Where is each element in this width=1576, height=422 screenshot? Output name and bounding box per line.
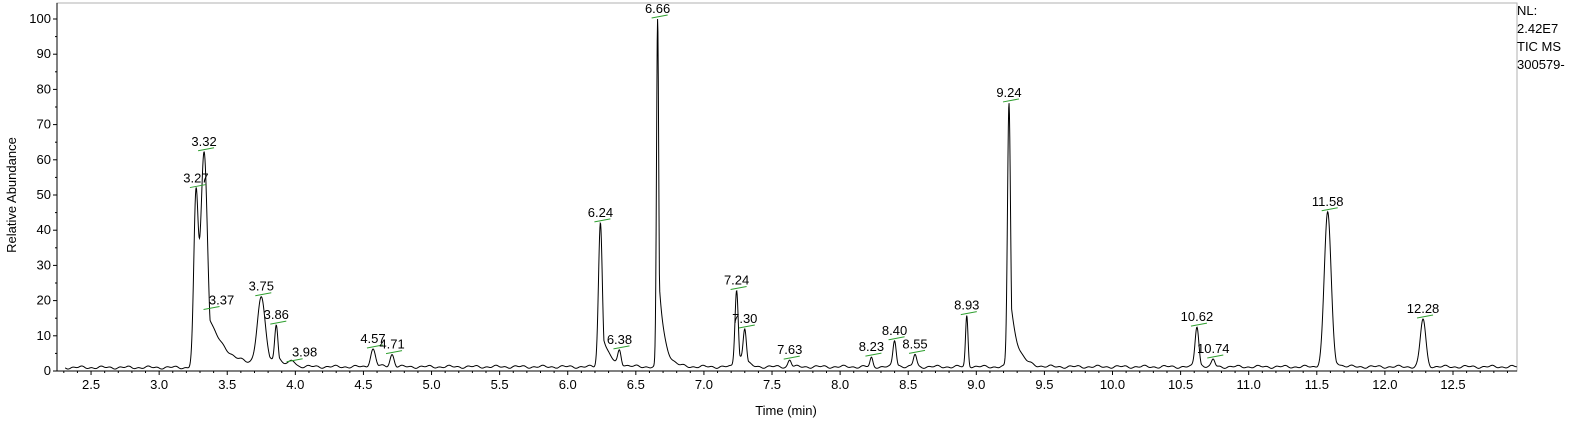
scan-filter: TIC MS [1517, 39, 1562, 54]
peak-label: 7.63 [777, 342, 802, 357]
peak-label: 4.71 [379, 337, 404, 352]
nl-value: 2.42E7 [1517, 21, 1559, 36]
integration-marker [865, 352, 882, 357]
x-axis-title: Time (min) [755, 403, 817, 418]
integration-marker [189, 184, 207, 189]
peak-label: 4.57 [360, 331, 385, 346]
x-tick-label: 12.5 [1440, 377, 1465, 392]
scan-info: NL: 2.42E7 TIC MS 300579- [1517, 2, 1565, 74]
x-tick-label: 5.0 [422, 377, 440, 392]
integration-marker [286, 358, 303, 363]
peak-label: 3.37 [209, 292, 234, 307]
integration-marker [783, 355, 800, 360]
peak-label: 9.24 [996, 85, 1021, 100]
integration-marker [1207, 354, 1224, 359]
x-tick-label: 7.0 [695, 377, 713, 392]
peak-label: 3.98 [292, 345, 317, 360]
peak-label: 3.75 [249, 279, 274, 294]
peak-label: 11.58 [1312, 194, 1344, 209]
integration-marker [1416, 314, 1434, 319]
y-tick-label: 70 [37, 117, 51, 132]
x-tick-label: 12.0 [1372, 377, 1397, 392]
integration-marker [738, 324, 755, 329]
integration-marker [270, 320, 287, 325]
peak-label: 7.30 [732, 311, 757, 326]
x-tick-label: 11.0 [1237, 377, 1261, 392]
nl-label: NL: [1517, 3, 1538, 18]
y-tick-label: 60 [37, 152, 51, 167]
y-tick-label: 100 [29, 11, 51, 26]
integration-marker [730, 286, 747, 291]
x-tick-label: 5.5 [491, 377, 509, 392]
integration-marker [888, 336, 905, 341]
integration-marker [255, 292, 272, 297]
peak-label: 3.32 [191, 134, 216, 149]
x-tick-label: 6.5 [627, 377, 645, 392]
y-tick-label: 0 [44, 363, 51, 378]
x-tick-label: 8.5 [899, 377, 917, 392]
y-tick-label: 90 [37, 46, 51, 61]
y-tick-label: 80 [37, 81, 51, 96]
peak-label: 10.74 [1197, 341, 1230, 356]
integration-marker [908, 349, 926, 354]
peak-label: 8.40 [882, 323, 907, 338]
integration-marker [197, 147, 215, 152]
x-tick-label: 9.5 [1035, 377, 1053, 392]
integration-marker [1190, 322, 1208, 327]
peak-label: 6.38 [607, 332, 632, 347]
integration-marker [366, 344, 384, 349]
integration-marker [960, 311, 977, 316]
y-tick-label: 20 [37, 293, 51, 308]
x-axis: 2.5 3.0 3.5 4.0 4.5 5.0 5.5 6.0 6.5 7.0 7.5 8.0 8.5 9… [57, 370, 1517, 392]
peak-label: 3.27 [183, 171, 208, 186]
peak-label: 6.24 [588, 205, 613, 220]
x-tick-label: 10.0 [1100, 377, 1125, 392]
x-tick-label: 11.5 [1305, 377, 1329, 392]
file-name: 300579- [1517, 57, 1565, 72]
x-tick-label: 2.5 [82, 377, 100, 392]
integration-marker [613, 345, 630, 350]
peak-label: 10.62 [1181, 309, 1214, 324]
tic-trace [64, 18, 1517, 370]
peak-label: 6.66 [645, 1, 670, 16]
x-tick-label: 10.5 [1168, 377, 1193, 392]
integration-marker [385, 350, 403, 355]
x-tick-label: 6.0 [559, 377, 577, 392]
integration-marker [651, 14, 668, 19]
x-tick-label: 3.0 [150, 377, 168, 392]
peak-label: 8.23 [859, 339, 884, 354]
peak-label: 12.28 [1407, 301, 1440, 316]
peak-markers [189, 14, 1434, 363]
y-tick-label: 30 [37, 257, 51, 272]
peak-label: 3.86 [264, 307, 289, 322]
integration-marker [203, 305, 220, 310]
x-tick-label: 4.0 [286, 377, 304, 392]
x-tick-label: 7.5 [763, 377, 781, 392]
y-axis-title: Relative Abundance [4, 137, 19, 253]
y-tick-label: 10 [37, 328, 51, 343]
x-tick-label: 3.5 [218, 377, 236, 392]
y-tick-label: 40 [37, 222, 51, 237]
peak-label: 8.93 [954, 298, 979, 313]
peak-label: 8.55 [902, 336, 927, 351]
x-tick-label: 9.0 [967, 377, 985, 392]
peak-label: 7.24 [724, 273, 749, 288]
integration-marker [1002, 98, 1020, 103]
x-tick-label: 8.0 [831, 377, 849, 392]
y-tick-label: 50 [37, 187, 51, 202]
x-tick-label: 4.5 [354, 377, 372, 392]
integration-marker [1321, 207, 1338, 212]
peak-labels: 3.27 3.32 3.37 3.75 3.86 3.98 4.574.71 6.24 6.38… [183, 1, 1439, 360]
integration-marker [594, 218, 611, 223]
y-axis: 0 10 20 30 40 50 60 70 80 90 100 [29, 3, 58, 378]
